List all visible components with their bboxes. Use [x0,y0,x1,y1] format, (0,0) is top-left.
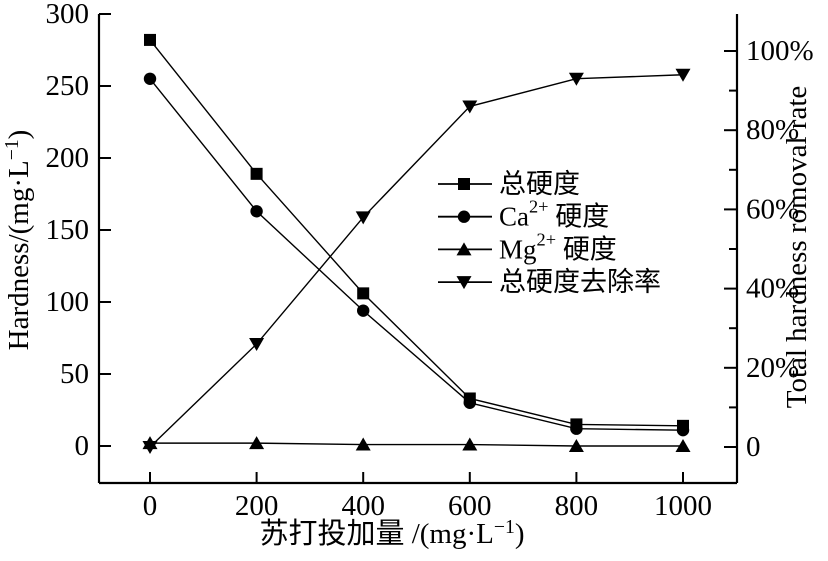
data-point-circle [250,205,263,218]
right-axis-title: Total hardness romoval rate [781,86,813,409]
data-point-triangle-down [142,441,158,454]
series-line [150,442,683,447]
left-axis-tick-label: 150 [46,214,90,246]
legend-marker-square [458,178,470,190]
series-triangle-up [142,436,691,452]
data-point-triangle-up [249,436,265,450]
left-axis-tick-label: 50 [60,358,89,390]
data-point-triangle-up [675,439,691,452]
left-axis-title: Hardness/(mg·L−1) [1,130,35,351]
legend-marker-triangle-up [456,242,472,256]
x-axis-tick-label: 400 [341,490,385,522]
legend-label: Ca2+ 硬度 [499,197,609,232]
series-triangle-down [142,68,691,454]
data-point-circle [570,422,583,435]
data-point-triangle-down [462,100,478,114]
x-axis-tick-label: 1000 [654,490,712,522]
x-axis-tick-label: 0 [143,490,158,522]
series-square [144,33,689,432]
data-point-square [357,287,370,300]
data-point-triangle-down [568,72,584,86]
data-point-circle [143,72,157,86]
data-point-square [250,167,263,180]
left-axis-tick-label: 200 [46,142,90,174]
right-axis-tick-label: 80% [746,114,799,146]
legend-label: Mg2+ 硬度 [499,229,617,264]
right-axis-tick-label: 0 [746,431,761,463]
data-point-triangle-up [355,437,371,451]
series-line [149,78,684,431]
legend-marker-circle [457,210,471,223]
x-axis-tick-label: 800 [555,490,599,522]
left-axis-tick-label: 250 [46,70,90,102]
data-point-triangle-down [249,338,265,352]
data-point-square [144,33,156,46]
left-axis-tick-label: 300 [46,0,90,30]
series-line [149,39,684,427]
left-axis-tick-label: 0 [75,430,90,462]
x-axis-tick-label: 600 [448,490,492,522]
x-axis-title: 苏打投加量 /(mg·L−1) [259,516,524,550]
right-axis-tick-label: 60% [746,193,799,225]
series-line [149,74,684,448]
data-point-circle [676,423,690,437]
data-point-triangle-up [462,437,478,451]
series-circle [143,72,690,437]
right-axis-tick-label: 100% [746,35,814,67]
x-axis-tick-label: 200 [235,490,279,522]
right-axis-tick-label: 20% [746,352,799,384]
data-point-triangle-down [675,68,691,82]
data-point-circle [357,304,370,317]
data-point-circle [463,396,476,409]
left-axis-tick-label: 100 [46,286,90,318]
legend-marker-triangle-down [456,276,472,290]
right-axis-tick-label: 40% [746,273,799,305]
legend-label: 总硬度去除率 [499,267,661,297]
data-point-triangle-up [568,439,584,452]
data-point-triangle-down [355,211,371,225]
legend-label: 总硬度 [499,169,580,199]
